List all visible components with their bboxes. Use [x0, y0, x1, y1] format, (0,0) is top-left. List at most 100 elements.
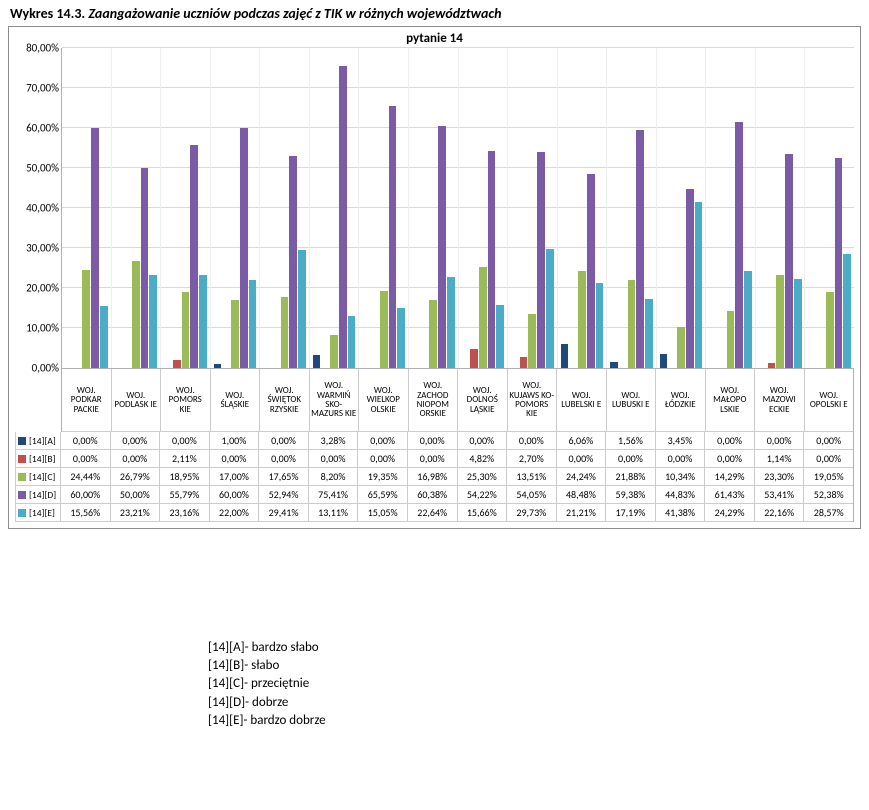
bar-cluster	[313, 48, 356, 368]
legend-line-a: [14][A]- bardzo słabo	[208, 639, 861, 657]
value-cell: 65,59%	[358, 486, 408, 504]
y-tick-label: 60,00%	[26, 122, 59, 135]
value-cell: 10,34%	[656, 468, 706, 486]
value-cell: 52,38%	[804, 486, 853, 504]
value-cell: 0,00%	[557, 450, 607, 468]
bar	[240, 128, 248, 368]
value-cell: 13,51%	[507, 468, 557, 486]
chart-title: pytanie 14	[15, 31, 854, 46]
category-label: WOJ. ZACHOD NIOPOM ORSKIE	[409, 369, 459, 432]
value-cell: 44,83%	[656, 486, 706, 504]
value-cell: 17,00%	[210, 468, 260, 486]
value-cell: 54,22%	[458, 486, 508, 504]
value-cell: 23,21%	[111, 504, 161, 522]
bar-cluster	[362, 48, 405, 368]
value-cell: 8,20%	[309, 468, 359, 486]
bar-cluster	[808, 48, 851, 368]
value-cell: 21,88%	[606, 468, 656, 486]
plot-wrap: 0,00%10,00%20,00%30,00%40,00%50,00%60,00…	[15, 48, 854, 369]
value-cell: 0,00%	[656, 450, 706, 468]
value-cell: 25,30%	[458, 468, 508, 486]
value-cell: 29,73%	[507, 504, 557, 522]
bar-group	[112, 48, 162, 368]
value-cell: 0,00%	[408, 450, 458, 468]
y-tick-label: 30,00%	[26, 242, 59, 255]
bar-group	[459, 48, 509, 368]
value-cell: 24,24%	[557, 468, 607, 486]
caption-italic: Zaangażowanie uczniów podczas zajęć z TI…	[88, 5, 501, 22]
value-cell: 53,41%	[755, 486, 805, 504]
bar-group	[161, 48, 211, 368]
value-cell: 0,00%	[705, 432, 755, 450]
bar	[348, 316, 356, 368]
bar-cluster	[610, 48, 653, 368]
legend-swatch	[18, 437, 26, 445]
bar	[289, 156, 297, 368]
value-cell: 17,65%	[259, 468, 309, 486]
series-label: [14][C]	[29, 471, 55, 483]
legend-swatch	[18, 455, 26, 463]
value-cell: 24,29%	[705, 504, 755, 522]
bar-group	[756, 48, 806, 368]
y-tick-label: 10,00%	[26, 322, 59, 335]
bar	[794, 279, 802, 368]
value-cell: 55,79%	[160, 486, 210, 504]
series-legend-cell: [14][A]	[15, 432, 61, 450]
series-label: [14][B]	[29, 453, 55, 465]
value-cell: 15,66%	[458, 504, 508, 522]
value-cell: 0,00%	[61, 450, 111, 468]
bar	[82, 270, 90, 368]
bar-group	[607, 48, 657, 368]
plot-area	[61, 48, 854, 369]
bar-cluster	[164, 48, 207, 368]
bar	[776, 275, 784, 368]
bar	[199, 275, 207, 368]
bar-group	[706, 48, 756, 368]
series-values: 15,56%23,21%23,16%22,00%29,41%13,11%15,0…	[61, 504, 854, 522]
series-values: 0,00%0,00%2,11%0,00%0,00%0,00%0,00%0,00%…	[61, 450, 854, 468]
category-label: WOJ. MAZOWI ECKIE	[755, 369, 805, 432]
table-row: [14][B] 0,00%0,00%2,11%0,00%0,00%0,00%0,0…	[15, 450, 854, 468]
value-cell: 0,00%	[755, 432, 805, 450]
value-cell: 0,00%	[507, 432, 557, 450]
bar	[768, 363, 776, 368]
value-cell: 60,00%	[61, 486, 111, 504]
legend-block: [14][A]- bardzo słabo [14][B]- słabo [14…	[208, 639, 861, 730]
table-row: [14][D]60,00%50,00%55,79%60,00%52,94%75,…	[15, 486, 854, 504]
value-cell: 2,70%	[507, 450, 557, 468]
bar	[744, 271, 752, 368]
category-label: WOJ. LUBUSKI E	[607, 369, 657, 432]
bar	[330, 335, 338, 368]
legend-line-e: [14][E]- bardzo dobrze	[208, 712, 861, 730]
bar-cluster	[709, 48, 752, 368]
category-label: WOJ. ŚLĄSKIE	[211, 369, 261, 432]
value-cell: 4,82%	[458, 450, 508, 468]
value-cell: 6,06%	[557, 432, 607, 450]
bar	[249, 280, 257, 368]
bar	[561, 344, 569, 368]
figure-caption: Wykres 14.3. Zaangażowanie uczniów podcz…	[10, 5, 861, 22]
value-cell: 22,00%	[210, 504, 260, 522]
bar-cluster	[660, 48, 703, 368]
series-legend-cell: [14][E]	[15, 504, 61, 522]
value-cell: 3,45%	[656, 432, 706, 450]
value-cell: 75,41%	[309, 486, 359, 504]
bar	[173, 360, 181, 368]
bar	[182, 292, 190, 368]
bar	[520, 357, 528, 368]
legend-swatch	[18, 473, 26, 481]
bar-group	[211, 48, 261, 368]
value-cell: 0,00%	[210, 450, 260, 468]
series-values: 0,00%0,00%0,00%1,00%0,00%3,28%0,00%0,00%…	[61, 432, 854, 450]
value-cell: 26,79%	[111, 468, 161, 486]
category-label: WOJ. POMORS KIE	[161, 369, 211, 432]
value-cell: 54,05%	[507, 486, 557, 504]
value-cell: 0,00%	[705, 450, 755, 468]
chart-frame: pytanie 14 0,00%10,00%20,00%30,00%40,00%…	[8, 26, 861, 529]
bar	[628, 280, 636, 368]
bar	[546, 249, 554, 368]
series-values: 24,44%26,79%18,95%17,00%17,65%8,20%19,35…	[61, 468, 854, 486]
value-cell: 18,95%	[160, 468, 210, 486]
bar	[677, 327, 685, 368]
bar	[100, 306, 108, 368]
